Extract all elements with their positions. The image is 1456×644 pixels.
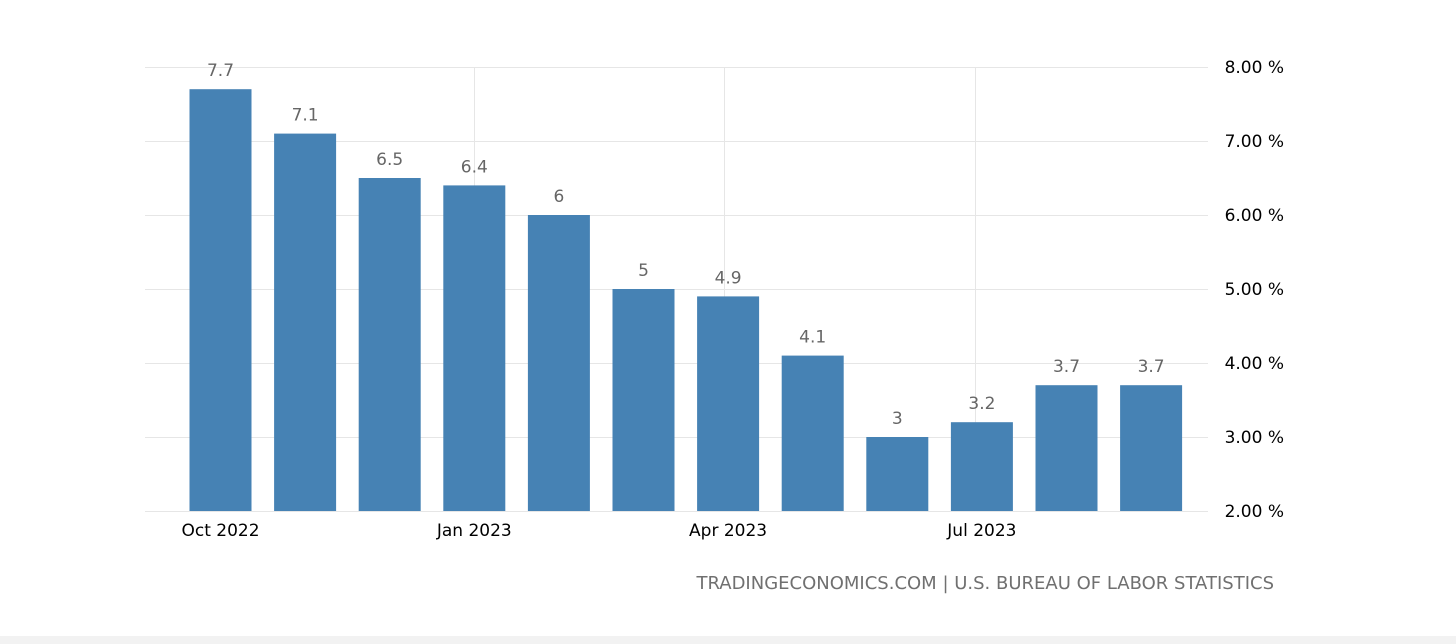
bar (189, 89, 252, 511)
y-tick-label: 4.00 % (1225, 354, 1284, 374)
data-label: 3.2 (968, 394, 995, 414)
y-tick-label: 7.00 % (1225, 132, 1284, 152)
x-axis: Oct 2022 Jan 2023 Apr 2023 Jul 2023 (181, 521, 1016, 541)
data-label: 6.4 (461, 157, 488, 177)
x-tick-label: Jul 2023 (946, 521, 1016, 541)
data-label: 6.5 (376, 150, 403, 170)
bar (1035, 385, 1098, 511)
y-axis: 2.00 % 3.00 % 4.00 % 5.00 % 6.00 % 7.00 % 8.00… (1225, 58, 1284, 522)
data-label: 6 (553, 187, 564, 207)
bar (781, 355, 844, 511)
data-label: 3.7 (1053, 357, 1080, 377)
y-tick-label: 2.00 % (1225, 502, 1284, 522)
bar (866, 437, 929, 511)
bar (612, 289, 675, 511)
data-label: 4.1 (799, 328, 826, 348)
bar (527, 215, 590, 511)
y-tick-label: 3.00 % (1225, 428, 1284, 448)
bars (189, 89, 1183, 511)
y-tick-label: 5.00 % (1225, 280, 1284, 300)
data-labels: 7.7 7.1 6.5 6.4 6 5 4.9 4.1 3 3.2 3.7 3.7 (207, 61, 1165, 429)
footer-strip (0, 636, 1456, 644)
x-tick-label: Apr 2023 (689, 521, 767, 541)
data-label: 3 (892, 409, 903, 429)
source-attribution: TRADINGECONOMICS.COM | U.S. BUREAU OF LA… (695, 573, 1274, 594)
y-tick-label: 8.00 % (1225, 58, 1284, 78)
bar (274, 133, 337, 511)
data-label: 7.7 (207, 61, 234, 81)
data-label: 5 (638, 261, 649, 281)
data-label: 4.9 (715, 268, 742, 288)
data-label: 7.1 (292, 106, 319, 126)
data-label: 3.7 (1138, 357, 1165, 377)
bar (697, 296, 760, 511)
x-tick-label: Oct 2022 (181, 521, 259, 541)
y-tick-label: 6.00 % (1225, 206, 1284, 226)
bar (950, 422, 1013, 511)
x-tick-label: Jan 2023 (436, 521, 512, 541)
bar (1120, 385, 1183, 511)
bar (358, 178, 421, 511)
bar (443, 185, 506, 511)
